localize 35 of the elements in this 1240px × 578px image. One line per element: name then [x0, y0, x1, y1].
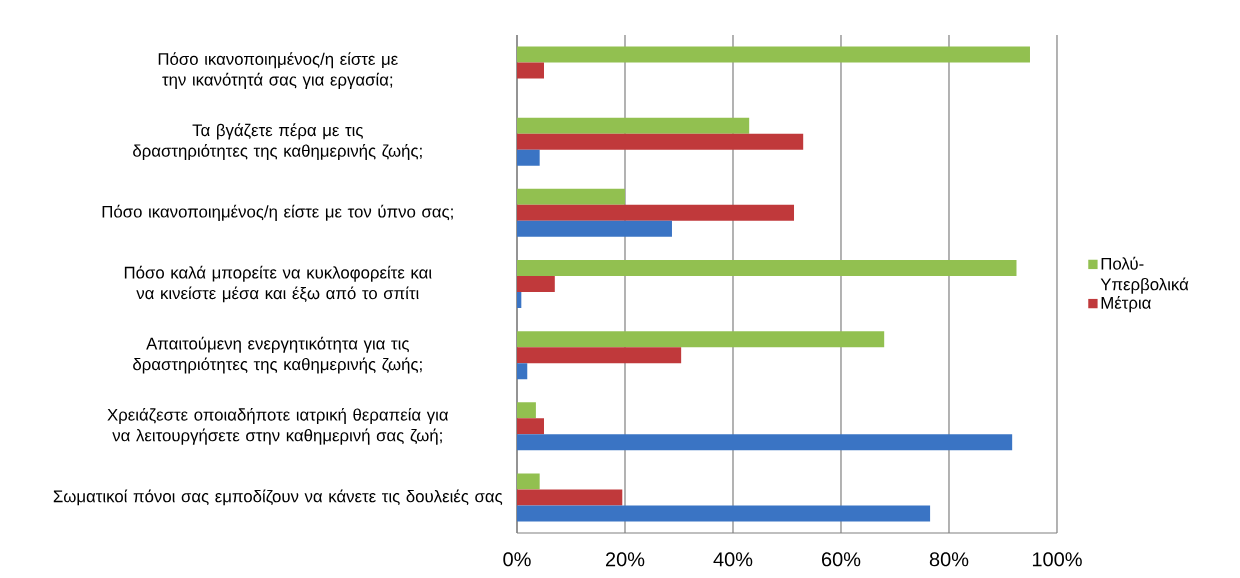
legend-label: Μέτρια [1101, 296, 1151, 313]
bar [517, 276, 555, 292]
bar [517, 133, 804, 150]
bar [517, 291, 522, 308]
x-tick-label: 40% [713, 552, 753, 567]
y-tick-label: Απαιτούμενη ενεργητικότητα για τις δραστηριότητες της καθημερινής ζωής; [133, 336, 422, 374]
bar [517, 220, 672, 237]
y-tick-label: Πόσο καλά μπορείτε να κυκλοφορείτε και να κινείστε μέσα και έξω από το σπίτι [124, 265, 432, 303]
y-tick-label: Σωματικοί πόνοι σας εμποδίζουν να κάνετε τις δουλειές σας [53, 489, 503, 506]
bar [517, 473, 540, 490]
bar [517, 260, 1017, 276]
bar [517, 489, 623, 506]
y-tick-label: Πόσο ικανοποιημένος/η είστε με τον ύπνο σας; [102, 204, 453, 221]
bar [517, 331, 885, 348]
bar [517, 204, 795, 221]
x-tick-label: 0% [503, 552, 531, 567]
bar [517, 188, 625, 205]
bar [517, 149, 540, 166]
x-tick-label: 20% [605, 552, 645, 567]
legend-label: Πολύ-Υπερβολικά [1100, 256, 1189, 294]
x-tick-label: 100% [1032, 552, 1082, 567]
y-tick-label: Χρειάζεστε οποιαδήποτε ιατρική θεραπεία για να λειτουργήσετε στην καθημερινή σας ζωή; [107, 407, 449, 445]
bar [517, 434, 1013, 451]
bar [517, 347, 682, 364]
bar [517, 363, 528, 380]
x-tick-label: 60% [822, 552, 861, 567]
bar [517, 402, 536, 419]
y-tick-label: Πόσο ικανοποιημένος/η είστε με την ικανότητά σας για εργασία; [158, 52, 398, 89]
y-tick-label: Τα βγάζετε πέρα με τις δραστηριότητες της καθημερινής ζωής; [133, 123, 422, 161]
bar [517, 62, 544, 79]
bar [517, 505, 931, 522]
bar [517, 418, 544, 435]
x-tick-label: 80% [929, 552, 969, 567]
bar [517, 117, 750, 134]
bar [517, 46, 1030, 63]
